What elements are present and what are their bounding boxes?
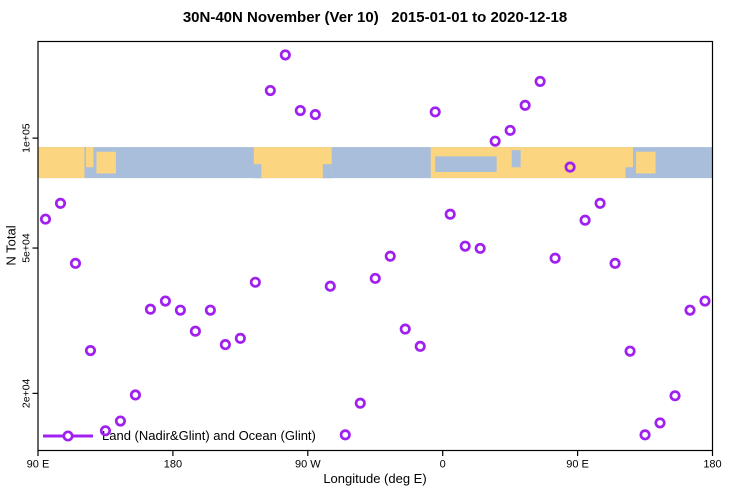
x-tick-label: 180	[164, 459, 182, 471]
data-point	[174, 304, 186, 316]
data-point	[234, 332, 246, 344]
x-tick-label: 0	[440, 459, 446, 471]
data-point	[609, 257, 621, 269]
map-strip-land	[430, 147, 626, 179]
data-point	[84, 344, 97, 357]
map-strip-ocean	[38, 147, 713, 179]
data-point	[369, 272, 381, 284]
legend-line-point-icon	[43, 429, 93, 442]
data-point	[474, 242, 486, 254]
data-point	[69, 257, 82, 269]
map-strip-land-korea-2	[625, 147, 634, 168]
data-point	[339, 429, 351, 441]
y-tick-label: 5e+04	[21, 233, 33, 263]
legend-label: Land (Nadir&Glint) and Ocean (Glint)	[102, 428, 316, 443]
map-strip-ocean-caspian	[511, 150, 521, 168]
data-point	[159, 295, 171, 307]
data-point	[144, 303, 156, 315]
y-tick-label: 2e+04	[21, 378, 33, 408]
map-strip-land	[253, 147, 332, 179]
map-strip-land-japan-2	[636, 151, 656, 174]
data-point	[294, 104, 306, 117]
data-point	[39, 213, 52, 225]
data-point	[504, 124, 516, 136]
data-point	[654, 417, 666, 429]
data-point	[189, 325, 201, 337]
data-point	[549, 252, 561, 264]
data-point	[444, 208, 456, 220]
data-point	[54, 197, 67, 209]
data-point	[534, 75, 546, 87]
data-point	[594, 197, 606, 209]
map-strip-land	[38, 147, 85, 179]
y-axis-label: N Total	[3, 225, 19, 266]
y-tick-label: 1e+05	[21, 123, 33, 153]
data-point	[384, 250, 396, 262]
data-point	[684, 304, 696, 316]
x-axis-label: Longitude (deg E)	[323, 471, 427, 486]
data-point	[264, 84, 276, 97]
data-point	[219, 339, 231, 351]
map-strip-land-japan	[96, 151, 116, 174]
data-point	[564, 161, 576, 173]
data-point	[579, 214, 591, 226]
data-point	[309, 109, 321, 121]
data-point	[429, 106, 441, 118]
legend-circle	[62, 429, 74, 442]
data-point	[489, 135, 501, 147]
chart-title: 30N-40N November (Ver 10) 2015-01-01 to …	[182, 9, 568, 26]
data-point	[129, 389, 141, 401]
x-tick-label: 180	[703, 459, 721, 471]
data-point	[519, 99, 531, 111]
data-point	[669, 390, 681, 402]
map-strip-ocean-na-west-coast	[253, 164, 262, 179]
data-point	[639, 429, 651, 441]
map-strip-land-korea	[85, 147, 94, 168]
data-point	[354, 397, 366, 409]
data-point	[204, 304, 216, 316]
data-point	[699, 295, 711, 307]
x-tick-label: 90 E	[566, 459, 589, 471]
x-tick-label: 90 W	[295, 459, 321, 471]
legend: Land (Nadir&Glint) and Ocean (Glint)	[42, 428, 316, 443]
plot-frame	[37, 40, 714, 452]
data-point	[114, 415, 126, 427]
map-strip-ocean-na-east-coast	[322, 164, 332, 179]
data-point	[414, 340, 426, 352]
data-point	[459, 240, 471, 252]
x-tick-label: 90 E	[27, 459, 50, 471]
data-point	[624, 345, 636, 357]
data-point	[399, 323, 411, 335]
data-point	[249, 276, 261, 288]
map-strip-ocean-mediterranean	[435, 156, 497, 172]
data-point	[279, 49, 291, 61]
data-point	[324, 280, 336, 292]
